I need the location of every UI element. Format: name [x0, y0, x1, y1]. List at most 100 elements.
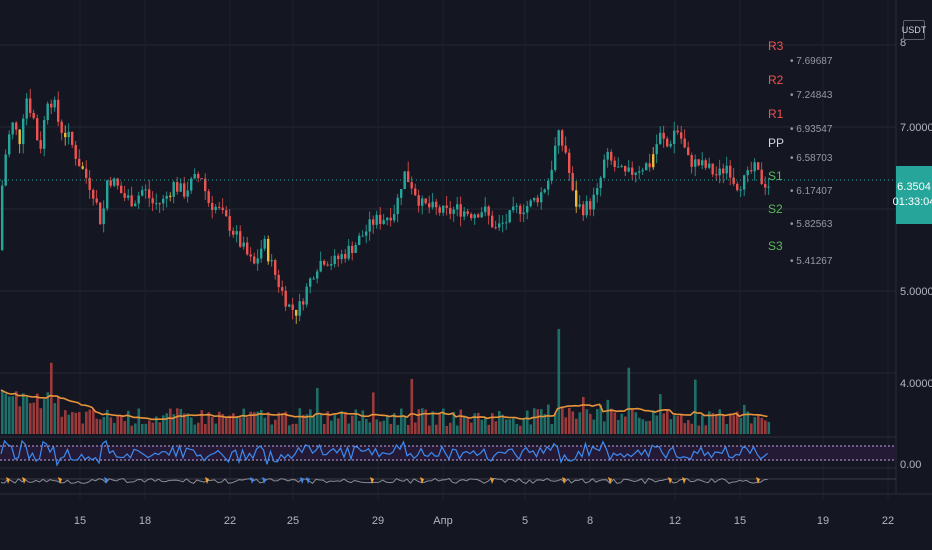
candle-body	[694, 159, 697, 167]
candle-body	[477, 214, 480, 218]
candle-body	[263, 238, 266, 249]
candle-body	[561, 130, 564, 146]
candle-body	[704, 160, 707, 168]
volume-bar	[767, 421, 771, 434]
candle-body	[379, 214, 382, 224]
oscillator-pane	[0, 477, 896, 485]
pivot-value: • 6.93547	[790, 124, 833, 135]
candle-body	[323, 260, 326, 265]
candle-body	[95, 198, 98, 203]
candle-body	[470, 213, 473, 219]
volume-bar	[529, 424, 533, 434]
pivot-label: S1	[768, 169, 783, 183]
candle-body	[253, 256, 256, 264]
candle-body	[568, 152, 571, 173]
volume-bar	[452, 411, 456, 434]
volume-bar	[99, 419, 102, 434]
volume-bar	[155, 416, 158, 434]
candle-body	[316, 271, 319, 279]
volume-bar	[183, 413, 186, 434]
volume-bar	[669, 419, 673, 434]
volume-pane	[0, 329, 771, 434]
volume-bar	[739, 417, 743, 434]
pivot-value: • 7.24843	[790, 90, 833, 101]
candle-body	[631, 167, 634, 175]
volume-bar	[127, 410, 130, 434]
volume-bar	[456, 425, 459, 434]
candle-body	[169, 195, 172, 197]
volume-bar	[204, 424, 207, 434]
candle-body	[722, 168, 725, 174]
volume-bar	[638, 417, 641, 434]
candle-body	[743, 175, 746, 190]
candle-body	[179, 183, 182, 192]
candle-body	[487, 206, 490, 216]
signal-marker	[306, 477, 310, 484]
candle-body	[585, 201, 588, 216]
candle-body	[347, 245, 350, 259]
last-price-value: 6.3504	[897, 181, 931, 193]
volume-bar	[141, 424, 144, 434]
candle-body	[130, 195, 133, 207]
volume-bar	[8, 396, 11, 434]
candle-body	[204, 178, 207, 192]
volume-bar	[11, 396, 15, 434]
volume-bar	[32, 402, 36, 434]
volume-bar	[389, 423, 393, 434]
candle-body	[564, 145, 567, 153]
candle-body	[57, 99, 60, 122]
candle-body	[186, 190, 189, 197]
volume-bar	[435, 424, 438, 434]
time-axis[interactable]: 15 18 22 25 29 Апр 5 8 12 15 19 22	[74, 515, 894, 527]
candle-body	[18, 129, 21, 145]
candle-body	[515, 205, 518, 207]
volume-bar	[757, 414, 760, 434]
volume-bar	[246, 417, 249, 434]
volume-bar	[144, 423, 148, 434]
candle-body	[305, 286, 308, 305]
volume-bar	[295, 423, 298, 434]
candle-body	[127, 195, 130, 198]
pivot-value: • 7.69687	[790, 56, 833, 67]
candle-body	[218, 206, 221, 208]
candle-body	[176, 182, 179, 192]
rsi-line	[0, 439, 768, 467]
candle-body	[410, 182, 413, 189]
volume-bar	[491, 413, 494, 434]
currency-button[interactable]: USDT	[902, 20, 926, 40]
volume-bar	[340, 411, 344, 434]
candle-body	[683, 138, 686, 148]
candle-body	[582, 204, 585, 216]
signal-marker	[682, 477, 686, 484]
candle-body	[50, 103, 53, 108]
volume-bar	[309, 409, 312, 434]
volume-bar	[148, 420, 151, 434]
volume-bar	[400, 408, 403, 434]
signal-marker	[562, 477, 566, 484]
volume-bar	[253, 412, 256, 434]
volume-bar	[186, 413, 190, 434]
candle-body	[417, 195, 420, 206]
volume-bar	[715, 414, 718, 434]
candle-body	[207, 191, 210, 204]
candle-body	[36, 118, 39, 141]
candle-body	[718, 168, 721, 176]
candle-body	[505, 222, 508, 224]
candle-body	[309, 278, 312, 287]
candle-body	[729, 165, 732, 178]
volume-bar	[718, 409, 722, 434]
volume-bar	[218, 411, 221, 434]
candle-body	[361, 235, 364, 237]
candle-body	[540, 192, 543, 203]
candle-body	[673, 130, 676, 144]
volume-bar	[53, 403, 57, 434]
candle-body	[473, 214, 476, 219]
candle-body	[267, 238, 270, 262]
volume-bar	[473, 413, 477, 434]
candle-body	[690, 155, 693, 167]
candle-body	[277, 274, 280, 288]
volume-bar	[750, 423, 753, 434]
volume-bar	[470, 422, 473, 434]
volume-bar	[662, 413, 666, 434]
